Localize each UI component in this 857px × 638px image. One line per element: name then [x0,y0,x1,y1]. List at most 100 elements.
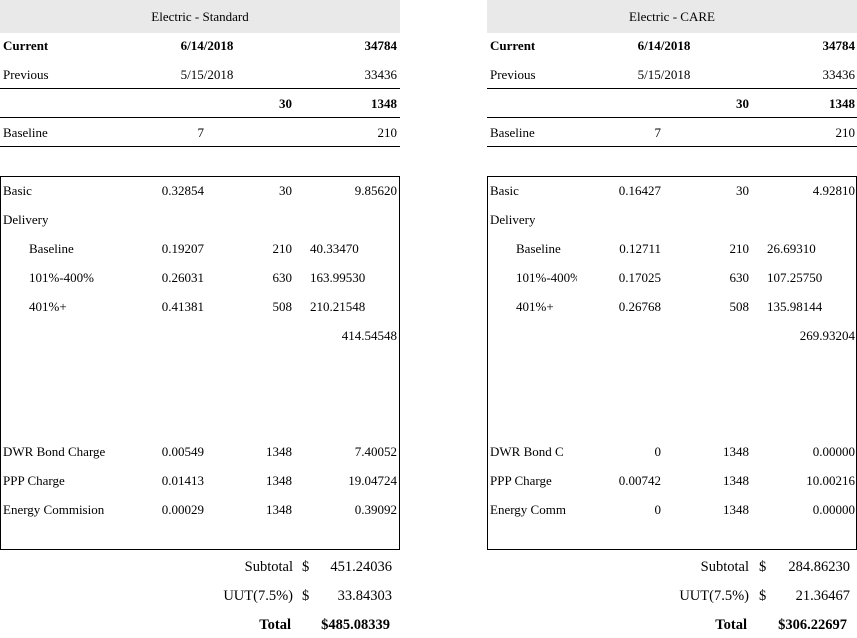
row-border [487,117,857,118]
days: 30 [279,96,292,111]
amount: 19.04724 [348,473,397,488]
summary-value: 33.84303 [337,588,392,604]
row-label: Delivery [490,212,536,227]
charges-box [487,176,857,550]
currency: $ [759,588,767,604]
summary-value: 284.86230 [788,559,850,575]
amount: 163.99530 [310,270,366,285]
qty: 30 [279,183,292,198]
tier-label: 101%-400% [29,270,94,285]
qty: 630 [272,270,293,285]
date: 6/14/2018 [637,38,691,53]
qty: 1348 [723,473,749,488]
currency: $ [759,559,767,575]
rate: 0.12711 [619,241,661,256]
row-label: Baseline [490,125,535,140]
row-label: DWR Bond C [490,444,564,459]
summary-label: Subtotal [700,559,749,575]
summary-label: UUT(7.5%) [223,588,293,604]
rate: 0.26768 [618,299,661,314]
header-bg [487,0,857,33]
qty: 1348 [723,502,749,517]
charges-box [0,176,400,550]
date: 6/14/2018 [180,38,234,53]
reading: 34784 [822,38,856,53]
kwh: 1348 [371,96,397,111]
tier-label: Baseline [29,241,74,256]
rate: 0.00549 [161,444,204,459]
summary-value: 451.24036 [330,559,392,575]
rate: 0 [654,444,662,459]
row-label: Energy Commision [3,502,105,517]
amount: 135.98144 [767,299,823,314]
row-border [0,117,400,118]
currency: $ [302,588,310,604]
tier-label: 101%-400% [516,270,577,285]
qty: 508 [272,299,293,314]
qty: 210 [729,241,750,256]
row-label: Current [490,38,536,53]
row-label: PPP Charge [490,473,552,488]
days: 30 [736,96,749,111]
qty: 1348 [266,502,292,517]
amount: 9.85620 [354,183,397,198]
qty: 210 [272,241,293,256]
amount: 40.33470 [310,241,359,256]
kwh: 1348 [829,96,855,111]
total-value: $306.22697 [778,617,847,633]
amount: 0.39092 [354,502,397,517]
amount: 4.92810 [812,183,855,198]
amount: 26.69310 [767,241,816,256]
rate: 0.00029 [161,502,204,517]
qty: 508 [729,299,750,314]
delivery-total: 269.93204 [799,328,855,343]
row-label: Current [3,38,49,53]
reading: 33436 [364,67,398,82]
rate: 0.17025 [618,270,661,285]
header-bg [0,0,400,33]
row-label: Previous [490,67,536,82]
row-border [487,88,857,89]
row-label: Previous [3,67,49,82]
delivery-total: 414.54548 [341,328,397,343]
row-label: Basic [490,183,519,198]
row-border [0,88,400,89]
currency: $ [302,559,310,575]
amount: 0.00000 [812,502,855,517]
rate: 0.41381 [161,299,204,314]
summary-label: UUT(7.5%) [679,588,749,604]
kwh: 210 [377,125,398,140]
qty: 30 [736,183,749,198]
row-label: Delivery [3,212,49,227]
reading: 33436 [822,67,856,82]
rate: 0.32854 [161,183,204,198]
qty: 1348 [266,444,292,459]
row-label: DWR Bond Charge [3,444,106,459]
rate: 0 [654,502,662,517]
tier-label: 401%+ [516,299,554,314]
qty: 1348 [266,473,292,488]
tier-label: Baseline [516,241,561,256]
row-label: Energy Comm [490,502,566,517]
days: 7 [197,125,205,140]
rate: 0.00742 [618,473,661,488]
row-label: Baseline [3,125,48,140]
row-border [0,146,400,147]
rate: 0.26031 [161,270,204,285]
row-border [487,146,857,147]
qty: 1348 [723,444,749,459]
date: 5/15/2018 [180,67,234,82]
reading: 34784 [364,38,398,53]
total-label: Total [259,617,291,633]
date: 5/15/2018 [637,67,691,82]
tier-label: 401%+ [29,299,67,314]
summary-label: Subtotal [244,559,293,575]
row-label: PPP Charge [3,473,65,488]
summary-value: 21.36467 [795,588,850,604]
amount: 0.00000 [812,444,855,459]
amount: 210.21548 [310,299,366,314]
panel-title: Electric - CARE [629,9,715,24]
total-label: Total [715,617,747,633]
qty: 630 [729,270,750,285]
